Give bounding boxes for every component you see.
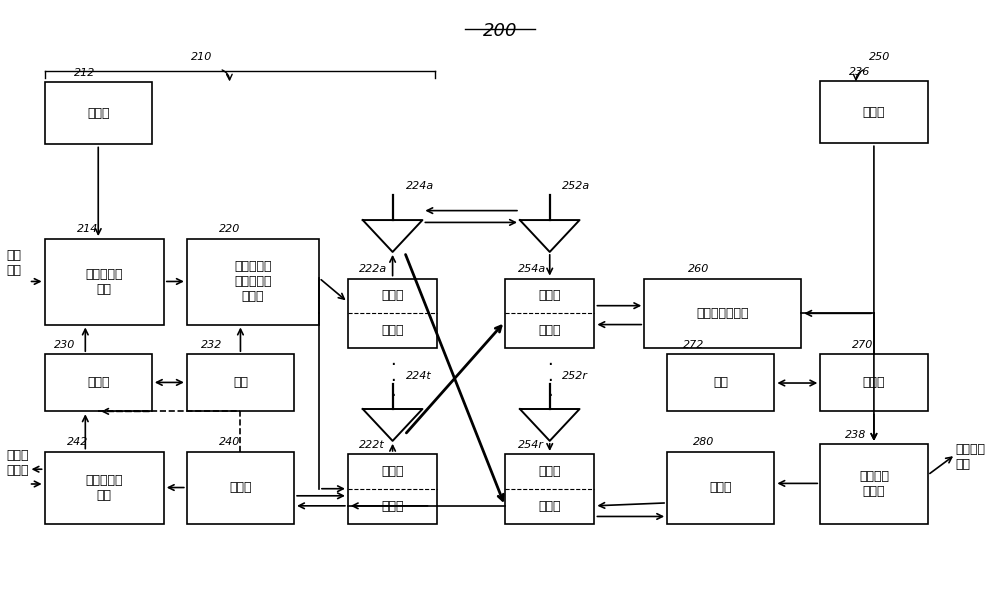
Text: 224t: 224t — [406, 371, 431, 381]
Text: 频道状
态信息: 频道状 态信息 — [7, 449, 29, 477]
FancyBboxPatch shape — [348, 454, 437, 523]
Text: 272: 272 — [683, 340, 705, 350]
Text: 多重输入多
重输出发送
处理器: 多重输入多 重输出发送 处理器 — [234, 260, 272, 303]
FancyBboxPatch shape — [505, 278, 594, 348]
Text: 280: 280 — [693, 437, 715, 447]
Text: 数据源: 数据源 — [863, 106, 885, 119]
Text: 242: 242 — [67, 437, 88, 447]
Text: 数据接收处理器: 数据接收处理器 — [697, 307, 749, 320]
Text: 处理器: 处理器 — [87, 376, 109, 389]
Text: 222a: 222a — [359, 265, 387, 274]
Text: 内存: 内存 — [713, 376, 728, 389]
Text: ·
·
·: · · · — [390, 356, 395, 405]
Text: 发送器: 发送器 — [538, 499, 561, 513]
Text: 200: 200 — [483, 21, 517, 40]
FancyBboxPatch shape — [45, 82, 152, 144]
Text: 214: 214 — [77, 224, 98, 234]
Text: ·
·
·: · · · — [547, 356, 553, 405]
Text: 发送器: 发送器 — [538, 324, 561, 337]
Text: 252r: 252r — [562, 371, 588, 381]
FancyBboxPatch shape — [820, 444, 928, 523]
FancyBboxPatch shape — [45, 354, 152, 411]
Text: 260: 260 — [688, 265, 710, 274]
Text: 252a: 252a — [562, 181, 590, 191]
Text: 接收器: 接收器 — [538, 290, 561, 302]
FancyBboxPatch shape — [348, 278, 437, 348]
FancyBboxPatch shape — [667, 452, 774, 523]
Text: 接收器: 接收器 — [538, 465, 561, 478]
Text: 254r: 254r — [518, 440, 544, 450]
Text: 解调器: 解调器 — [229, 481, 252, 494]
Text: 发送器: 发送器 — [381, 465, 404, 478]
FancyBboxPatch shape — [820, 354, 928, 411]
FancyBboxPatch shape — [187, 354, 294, 411]
FancyBboxPatch shape — [667, 354, 774, 411]
Text: 250: 250 — [869, 52, 891, 62]
FancyBboxPatch shape — [505, 454, 594, 523]
FancyBboxPatch shape — [45, 452, 164, 523]
Text: 212: 212 — [74, 69, 95, 78]
Text: 数据接收处
理器: 数据接收处 理器 — [85, 474, 123, 501]
Text: 230: 230 — [54, 340, 75, 350]
Text: 数据发送处
理器: 数据发送处 理器 — [85, 268, 123, 296]
Text: 238: 238 — [845, 430, 867, 440]
FancyBboxPatch shape — [187, 239, 319, 325]
Text: 数据源: 数据源 — [87, 107, 109, 120]
Text: 发送器: 发送器 — [381, 290, 404, 302]
FancyBboxPatch shape — [644, 278, 801, 348]
Text: 数据发送
处理器: 数据发送 处理器 — [859, 470, 889, 498]
Text: 频道状态
信息: 频道状态 信息 — [955, 443, 985, 471]
Text: 222t: 222t — [359, 440, 385, 450]
Text: 254a: 254a — [518, 265, 546, 274]
Text: 220: 220 — [219, 224, 240, 234]
Text: 270: 270 — [852, 340, 874, 350]
FancyBboxPatch shape — [187, 452, 294, 523]
FancyBboxPatch shape — [45, 239, 164, 325]
Text: 236: 236 — [849, 67, 871, 77]
Text: 内存: 内存 — [233, 376, 248, 389]
Text: 接收器: 接收器 — [381, 499, 404, 513]
Text: 210: 210 — [191, 52, 212, 62]
Text: 232: 232 — [201, 340, 222, 350]
Text: 调变器: 调变器 — [710, 481, 732, 494]
Text: 224a: 224a — [406, 181, 434, 191]
Text: 处理器: 处理器 — [863, 376, 885, 389]
Text: 接收器: 接收器 — [381, 324, 404, 337]
FancyBboxPatch shape — [820, 81, 928, 143]
Text: 引导
数据: 引导 数据 — [7, 249, 22, 277]
Text: 240: 240 — [219, 437, 240, 447]
